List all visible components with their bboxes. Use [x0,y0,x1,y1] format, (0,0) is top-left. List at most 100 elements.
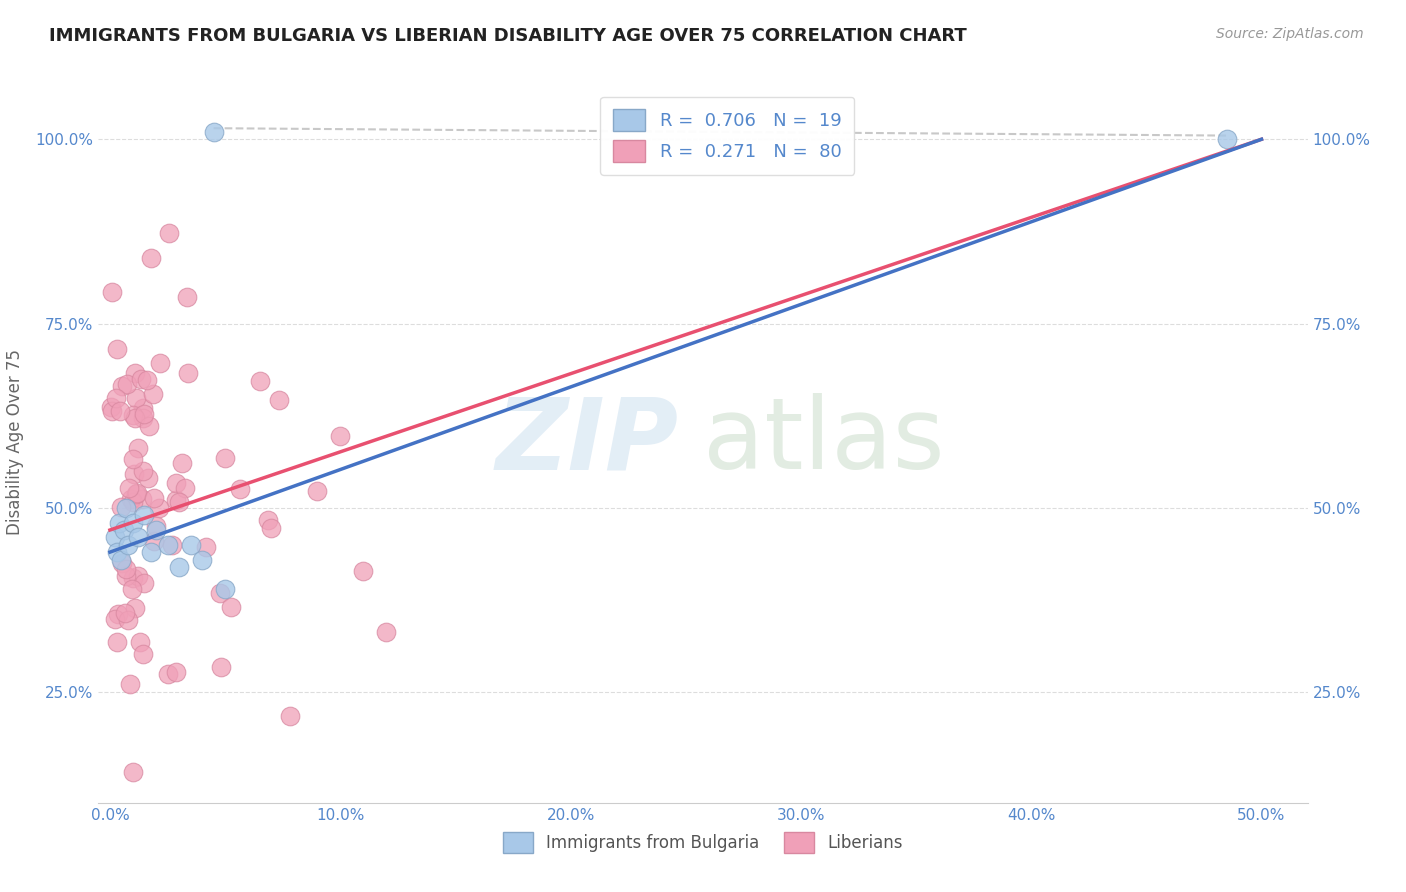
Point [214,451,236,466]
Point [110,552,132,566]
Point [132,464,155,478]
Point [121,582,143,596]
Point [131,491,153,506]
Text: IMMIGRANTS FROM BULGARIA VS LIBERIAN DISABILITY AGE OVER 75 CORRELATION CHART: IMMIGRANTS FROM BULGARIA VS LIBERIAN DIS… [49,27,967,45]
Point [142,491,165,505]
Point [108,404,131,418]
Point [145,518,167,533]
Point [105,342,128,356]
Point [105,391,128,405]
Point [132,648,155,662]
Point [148,500,170,515]
Point [124,411,146,425]
Point [162,538,184,552]
Point [118,481,141,495]
Point [129,635,152,649]
Point [122,494,145,508]
Point [209,660,232,674]
Point [110,500,132,515]
Text: Source: ZipAtlas.com: Source: ZipAtlas.com [1216,27,1364,41]
Point [202,125,225,139]
Point [127,486,149,500]
Point [229,482,252,496]
Point [156,667,179,681]
Point [114,606,136,620]
Point [145,523,167,537]
Point [257,513,280,527]
Point [122,467,145,481]
Point [111,378,134,392]
Text: atlas: atlas [703,393,945,490]
Point [267,392,290,407]
Point [167,560,190,574]
Point [214,582,236,596]
Point [142,386,165,401]
Point [127,441,149,455]
Point [165,665,187,679]
Point [177,366,200,380]
Point [165,476,187,491]
Point [100,400,122,414]
Point [105,635,128,649]
Point [138,419,160,434]
Y-axis label: Disability Age Over 75: Disability Age Over 75 [7,349,24,534]
Point [101,404,124,418]
Point [219,599,242,614]
Point [176,290,198,304]
Point [352,564,374,578]
Point [101,285,124,299]
Point [141,252,163,266]
Point [124,366,146,380]
Point [122,765,145,780]
Point [118,677,141,691]
Point [112,523,135,537]
Point [172,456,194,470]
Point [114,569,136,583]
Point [132,401,155,415]
Point [127,530,149,544]
Point [125,391,148,405]
Point [121,409,143,423]
Point [141,545,163,559]
Point [134,575,156,590]
Point [195,540,218,554]
Text: ZIP: ZIP [496,393,679,490]
Point [117,538,139,552]
Point [117,613,139,627]
Point [127,569,149,583]
Point [156,538,179,552]
Point [107,607,129,621]
Point [307,483,329,498]
Point [115,377,138,392]
Point [103,530,125,544]
Point [165,493,187,508]
Point [208,586,231,600]
Point [129,371,152,385]
Point [191,552,214,566]
Point [115,562,138,576]
Point [111,557,134,571]
Point [375,624,398,639]
Point [167,495,190,509]
Point [1216,132,1239,146]
Point [134,508,156,523]
Point [249,374,271,388]
Legend: Immigrants from Bulgaria, Liberians: Immigrants from Bulgaria, Liberians [496,826,910,860]
Point [124,601,146,615]
Point [174,481,197,495]
Point [105,545,128,559]
Point [125,486,148,500]
Point [136,373,159,387]
Point [149,356,172,370]
Point [180,538,202,552]
Point [108,516,131,530]
Point [132,411,155,425]
Point [104,612,127,626]
Point [278,709,301,723]
Point [122,571,145,585]
Point [136,470,159,484]
Point [260,521,283,535]
Point [157,226,180,240]
Point [122,516,145,530]
Point [134,407,156,421]
